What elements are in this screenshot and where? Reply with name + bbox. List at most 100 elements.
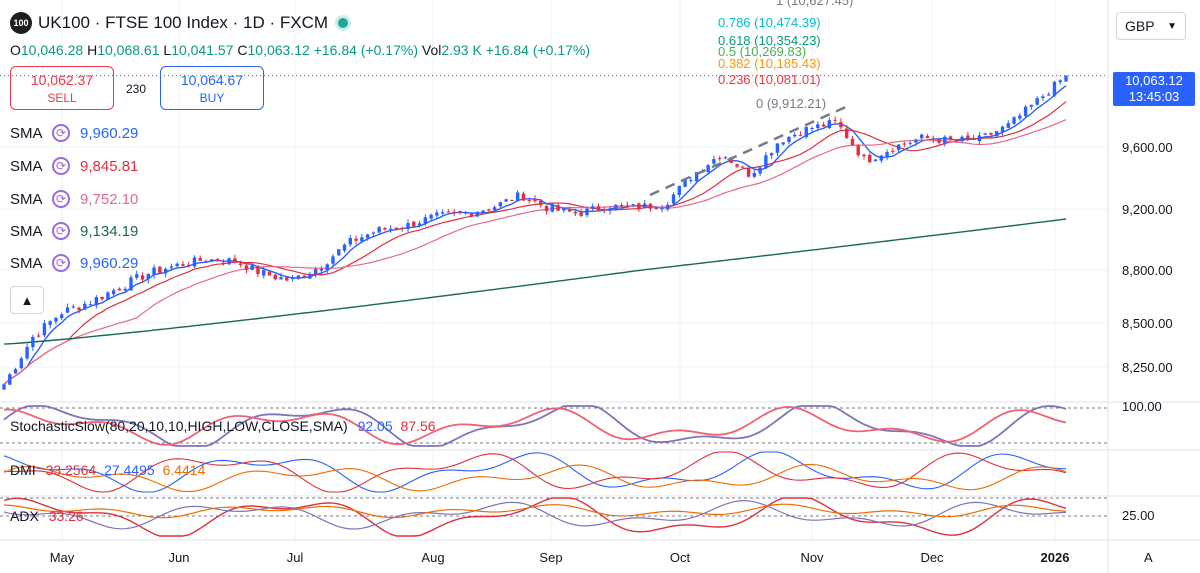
candle-body [821, 124, 826, 127]
candle-body [25, 346, 29, 359]
candle-body [827, 120, 832, 129]
market-open-dot-icon [338, 18, 349, 28]
candle-body [556, 205, 560, 211]
sma-legend-row[interactable]: SMA ⟳ 9,960.29 [10, 121, 138, 145]
candle-body [417, 223, 422, 226]
candle-body [758, 167, 762, 174]
adx-line-red [3, 497, 1067, 537]
time-tick-label: Oct [670, 550, 691, 565]
indicator-panes [0, 401, 1200, 541]
candle-body [896, 144, 901, 150]
candle-body [954, 139, 959, 141]
candle-body [850, 138, 855, 146]
last-price-badge: 10,063.12 13:45:03 [1113, 72, 1195, 106]
candle-body [204, 261, 208, 263]
candle-body [8, 374, 12, 385]
candle-body [995, 131, 999, 137]
candle-body [440, 212, 445, 214]
refresh-icon[interactable]: ⟳ [52, 190, 70, 208]
collapse-legend-button[interactable]: ▲ [10, 286, 44, 314]
candle-body [279, 277, 283, 280]
price-tick-label: 9,200.00 [1122, 202, 1173, 217]
dmi-legend[interactable]: DMI 33.2564 27.4495 6.4414 [10, 462, 205, 478]
candle-body [839, 122, 843, 128]
candle-body [966, 135, 970, 139]
candle-body [1035, 98, 1039, 105]
candle-body [273, 274, 277, 280]
sma-line-long [3, 218, 1067, 345]
sell-button[interactable]: 10,062.37 SELL [10, 66, 114, 110]
candle-body [325, 264, 329, 271]
refresh-icon[interactable]: ⟳ [52, 157, 70, 175]
adx-legend[interactable]: ADX 33.26 [10, 508, 84, 524]
candle-body [660, 208, 664, 210]
candle-body [331, 256, 335, 264]
candle-body [400, 227, 404, 229]
refresh-icon[interactable]: ⟳ [52, 124, 70, 142]
price-tick-label: 8,500.00 [1122, 316, 1173, 331]
candle-body [146, 273, 150, 280]
candle-body [914, 139, 918, 143]
candle-body [389, 228, 393, 230]
candle-body [88, 304, 93, 306]
candle-body [752, 172, 757, 177]
buy-button[interactable]: 10,064.67 BUY [160, 66, 264, 110]
candle-body [648, 203, 653, 209]
candle-body [1029, 104, 1034, 107]
symbol-header[interactable]: 100 UK100 · FTSE 100 Index · 1D · FXCM [10, 10, 349, 36]
candle-body [481, 210, 485, 214]
sma-legend-row[interactable]: SMA ⟳ 9,845.81 [10, 154, 138, 178]
chevron-down-icon: ▼ [1167, 20, 1177, 32]
volume-value: 2.93 K [441, 42, 482, 58]
candle-body [42, 323, 47, 336]
candle-body [383, 228, 387, 230]
candle-body [210, 259, 214, 261]
candle-body [671, 194, 676, 204]
candle-body [1018, 115, 1022, 119]
currency-select[interactable]: GBP ▼ [1116, 12, 1186, 40]
candle-body [1058, 80, 1062, 83]
adx-name: ADX [10, 508, 39, 524]
candle-body [937, 139, 941, 143]
autoscale-button[interactable]: A [1144, 550, 1153, 565]
refresh-icon[interactable]: ⟳ [52, 222, 70, 240]
candle-body [13, 369, 18, 374]
fib-level-label: 0.786 (10,474.39) [718, 15, 821, 30]
candle-body [129, 277, 133, 291]
candle-body [677, 186, 681, 195]
candle-body [608, 209, 612, 211]
adx-line-orange [3, 503, 1067, 519]
candle-body [712, 159, 716, 164]
candle-body [135, 274, 139, 278]
chevron-up-icon: ▲ [20, 292, 34, 308]
candle-body [308, 273, 312, 279]
stochastic-legend[interactable]: StochasticSlow(80,20,10,10,HIGH,LOW,CLOS… [10, 418, 436, 434]
candle-body [602, 209, 606, 211]
candle-body [452, 211, 456, 213]
candle-body [637, 203, 641, 210]
candle-body [371, 232, 376, 234]
candle-body [816, 124, 820, 129]
sma-value: 9,845.81 [80, 157, 139, 175]
candle-body [285, 276, 289, 281]
high-value: 10,068.61 [97, 42, 160, 58]
sma-legend-row[interactable]: SMA ⟳ 9,134.19 [10, 219, 138, 243]
sma-legend-row[interactable]: SMA ⟳ 9,752.10 [10, 187, 138, 211]
candle-body [446, 211, 451, 213]
candle-body [793, 134, 797, 137]
sma-line-slow [3, 119, 1067, 385]
candle-body [741, 166, 745, 168]
candle-body [879, 155, 884, 161]
high-label: H [87, 42, 98, 58]
last-price-time: 13:45:03 [1128, 89, 1180, 104]
low-value: 10,041.57 [171, 42, 234, 58]
candle-body [163, 268, 168, 274]
candle-body [1052, 81, 1057, 96]
stoch-tick-label: 100.00 [1122, 399, 1162, 414]
candle-body [539, 200, 543, 206]
sma-value: 9,134.19 [80, 222, 139, 240]
sma-legend-row[interactable]: SMA ⟳ 9,960.29 [10, 251, 138, 275]
symbol-title[interactable]: UK100 · FTSE 100 Index · 1D · FXCM [38, 13, 329, 32]
refresh-icon[interactable]: ⟳ [52, 254, 70, 272]
